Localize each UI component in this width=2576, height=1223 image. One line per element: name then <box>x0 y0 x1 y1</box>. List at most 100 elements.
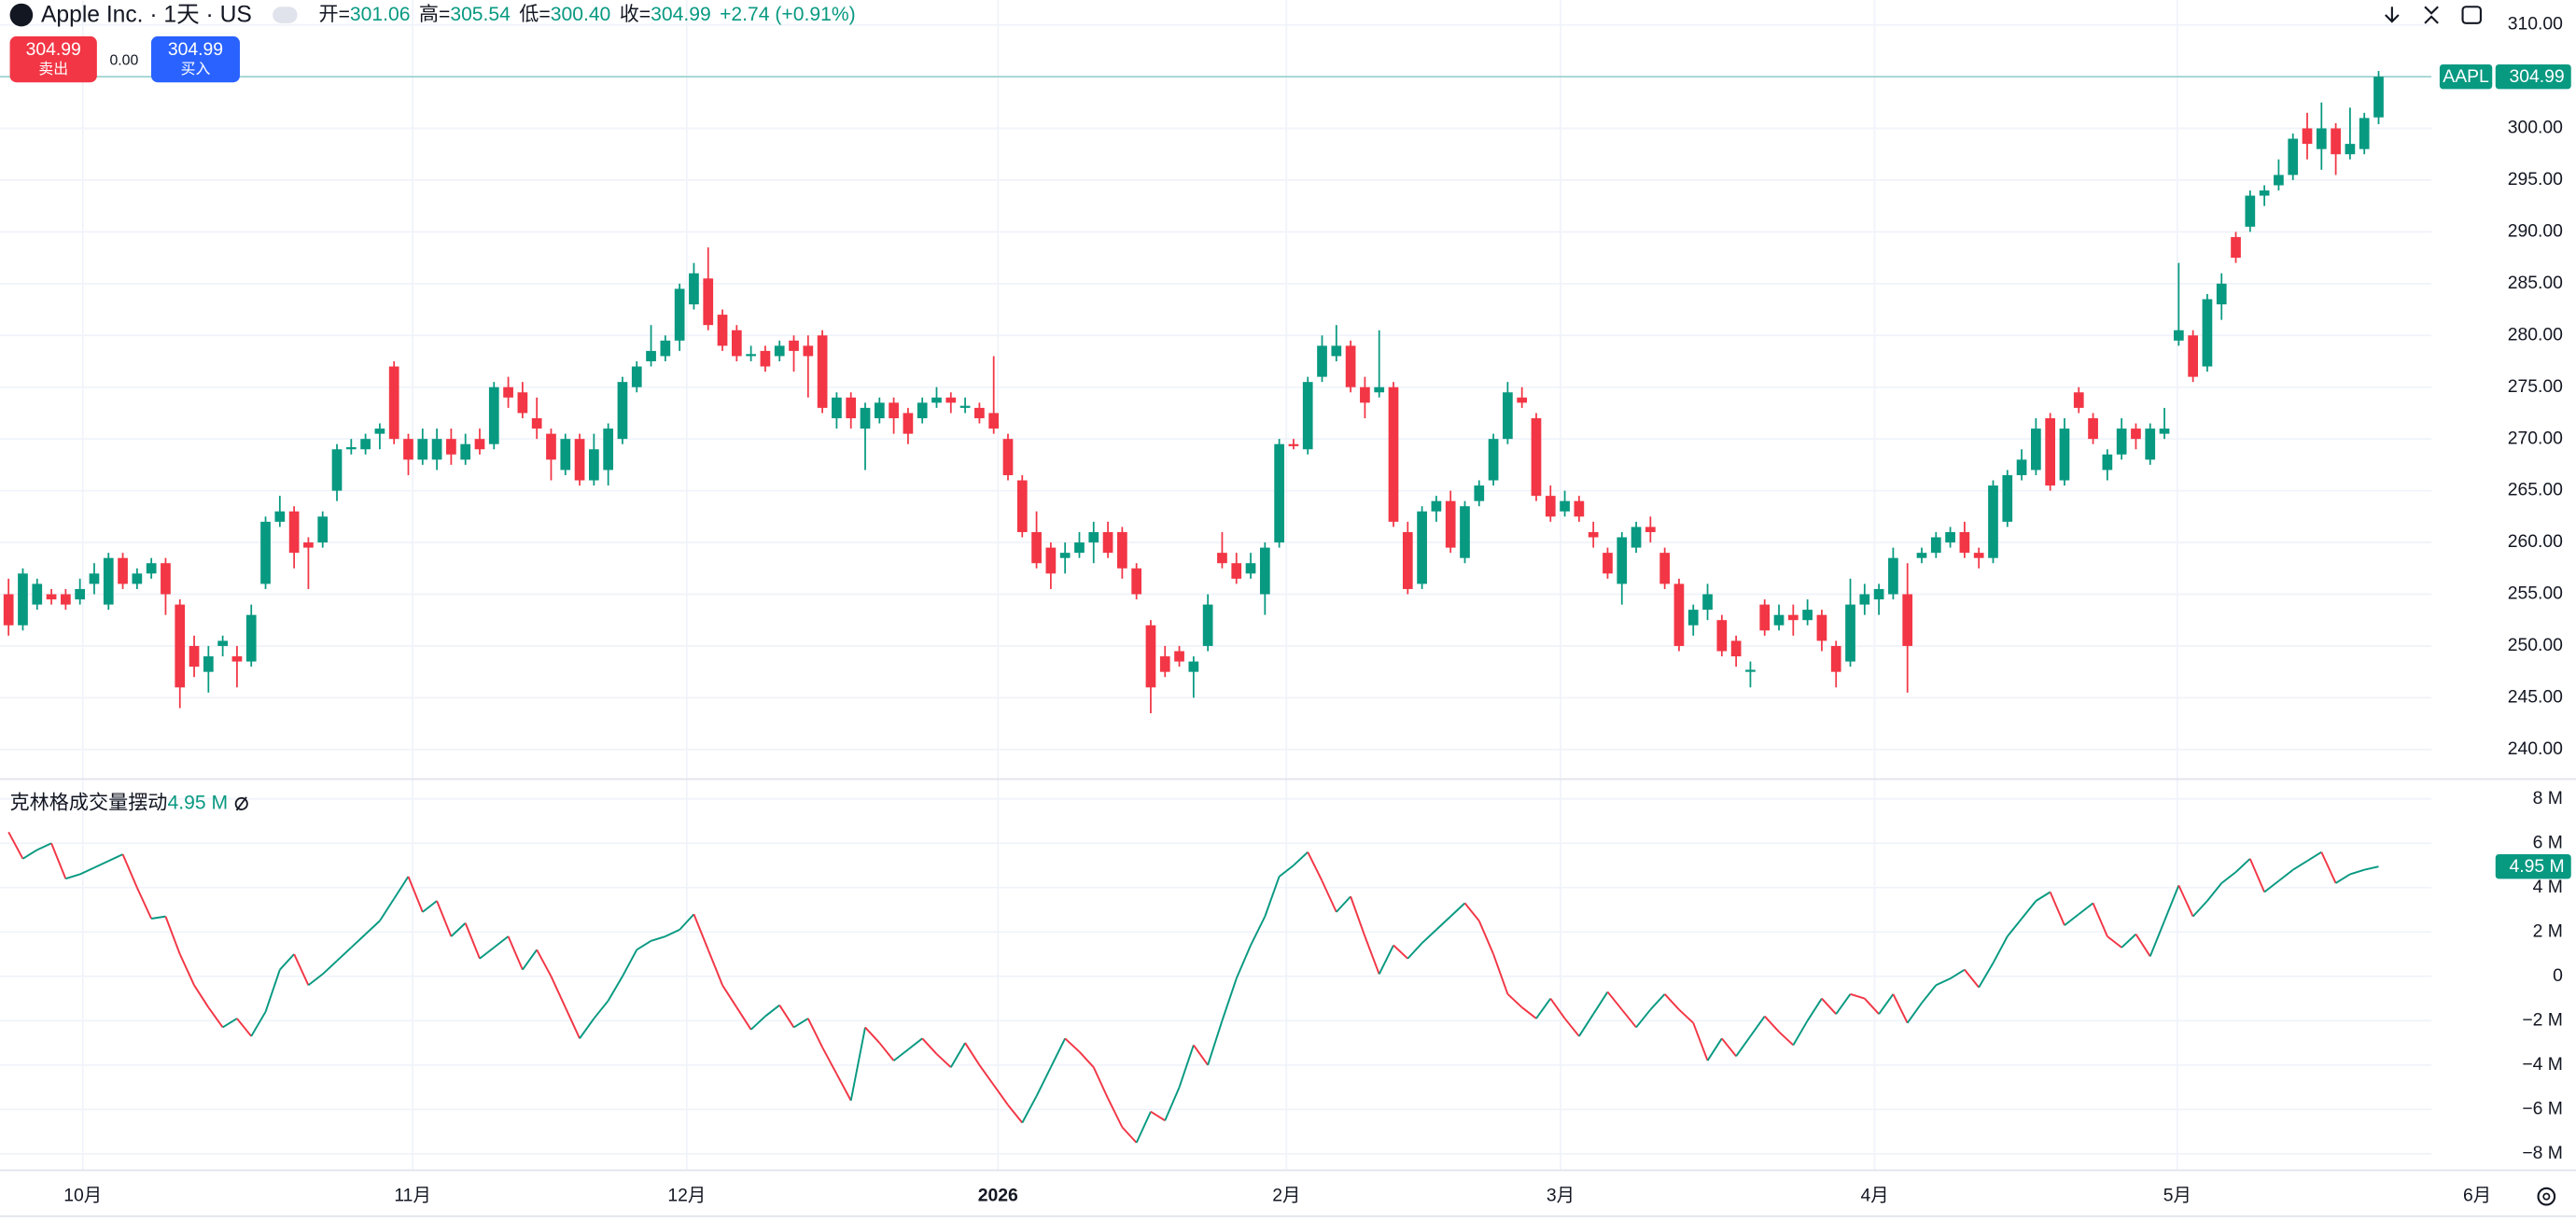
sell-price[interactable]: 304.99 <box>26 39 81 60</box>
sell-button[interactable] <box>9 35 97 83</box>
symbol-logo[interactable] <box>9 3 34 27</box>
indicator-segment <box>1764 1015 1780 1033</box>
hide-icon[interactable] <box>234 796 248 811</box>
collapse-icon[interactable] <box>2424 6 2439 24</box>
indicator-segment <box>607 976 623 1002</box>
indicator-segment <box>1207 1020 1224 1066</box>
indicator-segment <box>1492 953 1509 995</box>
indicator-segment <box>107 853 123 863</box>
candle-body <box>1145 625 1156 688</box>
indicator-segment <box>1463 902 1480 921</box>
indicator-segment <box>749 1015 766 1031</box>
indicator-segment <box>2177 884 2194 918</box>
indicator-segment <box>79 866 95 876</box>
indicator-segment <box>1193 1044 1209 1066</box>
candle-body <box>1131 568 1142 595</box>
indicator-segment <box>1821 997 1837 1015</box>
indicator-segment <box>1621 1008 1637 1029</box>
last-symbol: AAPL <box>2443 66 2489 87</box>
candle-body <box>1059 553 1071 558</box>
candle-body <box>974 407 985 418</box>
candle-body <box>1845 604 1855 662</box>
candle-body <box>1159 656 1170 672</box>
y-tick-label: −4 M <box>2522 1054 2563 1075</box>
ohlc-value: 301.06 <box>350 4 411 25</box>
sell-label[interactable]: 卖出 <box>38 61 68 77</box>
candle-body <box>1202 604 1213 646</box>
candle-body <box>1231 563 1242 579</box>
candle-body <box>832 397 842 418</box>
candle-body <box>1959 531 1970 554</box>
candle-body <box>1174 651 1184 662</box>
indicator-segment <box>964 1042 981 1066</box>
indicator-segment <box>864 1026 881 1044</box>
indicator-segment <box>764 1004 780 1018</box>
candle-body <box>1117 531 1127 569</box>
candle-body <box>1345 345 1356 387</box>
indicator-value: 4.95 M <box>168 793 229 814</box>
candle-body <box>631 366 642 387</box>
indicator-segment <box>1293 851 1309 866</box>
y-tick-label: 2 M <box>2533 921 2563 941</box>
candle-body <box>1631 527 1642 548</box>
indicator-segment <box>1250 916 1267 946</box>
candle-body <box>317 516 329 543</box>
candle-body <box>374 429 385 434</box>
y-tick-label: 4 M <box>2533 877 2563 897</box>
candle-body <box>2059 429 2070 481</box>
toggle-icon[interactable] <box>273 7 298 23</box>
ohlc-value: 305.54 <box>450 4 511 25</box>
candle-body <box>2288 138 2299 176</box>
indicator-segment <box>236 1018 252 1037</box>
indicator-segment <box>1164 1087 1181 1121</box>
candle-body <box>1016 480 1028 532</box>
candle-body <box>2031 429 2041 471</box>
candle-body <box>488 387 499 444</box>
last-price: 304.99 <box>2509 66 2564 87</box>
x-tick-label: 6月 <box>2463 1186 2491 1206</box>
candle-body <box>1431 500 1442 512</box>
candle-body <box>1716 620 1728 652</box>
indicator-segment <box>164 916 181 955</box>
indicator-segment <box>450 922 467 937</box>
candle-body <box>2359 118 2370 149</box>
buy-price[interactable]: 304.99 <box>168 39 223 60</box>
candle-body <box>189 645 200 668</box>
candle-body <box>860 407 871 429</box>
indicator-segment <box>1350 895 1366 937</box>
candle-body <box>2116 429 2127 455</box>
indicator-segment <box>322 960 338 976</box>
indicator-segment <box>579 1018 595 1039</box>
indicator-segment <box>379 898 396 921</box>
buy-button[interactable] <box>150 35 240 83</box>
download-icon[interactable] <box>2385 7 2400 23</box>
candle-body <box>546 433 556 460</box>
candle-body <box>1773 614 1785 626</box>
indicator-segment <box>493 935 510 949</box>
indicator-segment <box>536 949 553 977</box>
indicator-segment <box>1992 935 2009 963</box>
candle-body <box>1531 417 1542 497</box>
candle-body <box>1730 640 1742 657</box>
indicator-segment <box>878 1042 895 1061</box>
candle-body <box>674 288 685 341</box>
buy-label[interactable]: 买入 <box>181 61 211 77</box>
indicator-segment <box>2349 868 2365 876</box>
indicator-segment <box>1978 963 1995 989</box>
indicator-segment <box>593 1000 609 1019</box>
indicator-segment <box>1806 998 1823 1021</box>
fullscreen-icon[interactable] <box>2461 6 2482 24</box>
indicator-name[interactable]: 克林格成交量摆动 <box>10 792 168 814</box>
settings-icon[interactable] <box>2537 1187 2556 1206</box>
indicator-segment <box>407 876 424 913</box>
candle-body <box>2002 474 2013 522</box>
indicator-segment <box>1635 1008 1652 1029</box>
symbol-title[interactable]: Apple Inc. · 1天 · US <box>41 2 252 27</box>
candle-body <box>917 402 928 418</box>
indicator-segment <box>2078 902 2094 916</box>
indicator-segment <box>2121 933 2137 949</box>
candle-body <box>803 345 814 357</box>
candle-body <box>1659 553 1670 584</box>
candle-body <box>1274 443 1284 543</box>
